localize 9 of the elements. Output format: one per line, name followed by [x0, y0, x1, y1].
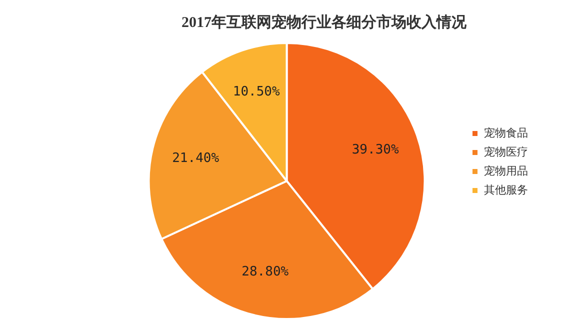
legend-label: 宠物食品 [484, 126, 528, 140]
data-label: 28.80% [242, 264, 289, 280]
legend-label: 宠物医疗 [484, 145, 528, 158]
data-label: 39.30% [352, 142, 399, 158]
legend-label: 宠物用品 [484, 164, 528, 178]
data-label: 10.50% [232, 84, 280, 100]
data-label: 21.40% [172, 151, 220, 166]
chart-title: 2017年互联网宠物行业各细分市场收入情况 [182, 12, 468, 31]
legend-label: 其他服务 [484, 183, 528, 196]
